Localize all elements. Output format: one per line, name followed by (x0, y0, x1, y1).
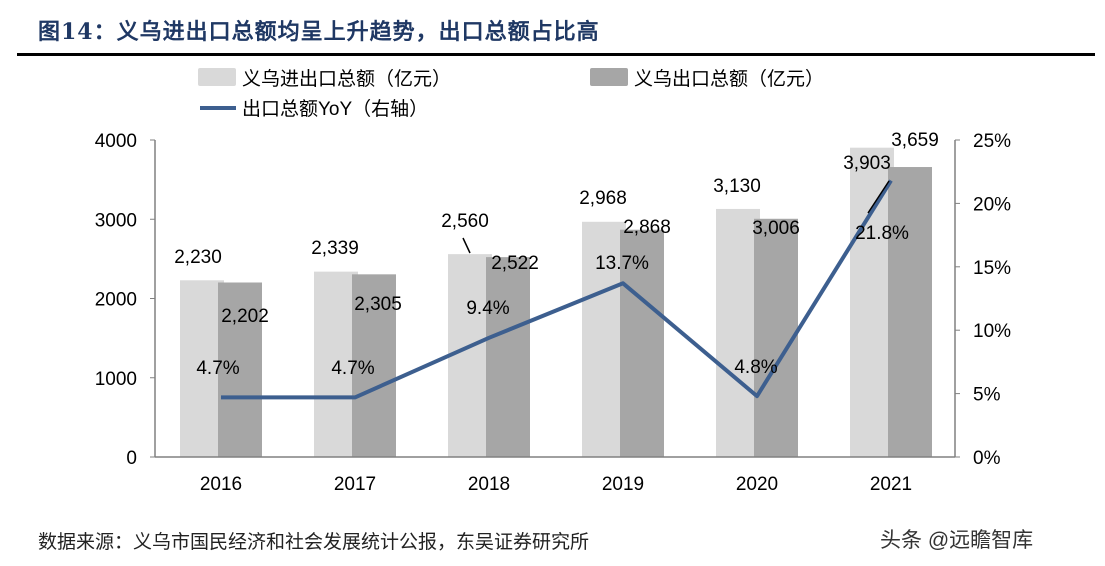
data-label-total: 2,230 (174, 247, 222, 268)
bar-export (754, 218, 798, 457)
legend-swatch-total (198, 68, 236, 86)
data-label-export: 2,202 (221, 306, 269, 327)
left-tick-label: 4000 (95, 131, 137, 152)
bar-export (486, 257, 530, 457)
right-tick-label: 0% (973, 448, 1001, 469)
data-label-yoy: 9.4% (466, 298, 509, 319)
data-label-export: 3,659 (891, 130, 939, 151)
x-tick-label: 2020 (736, 474, 778, 495)
legend-label-export: 义乌出口总额（亿元） (634, 68, 824, 90)
x-tick-label: 2016 (200, 474, 242, 495)
x-tick-label: 2018 (468, 474, 510, 495)
bar-export (620, 229, 664, 457)
legend-swatch-export (590, 68, 628, 86)
data-label-export: 2,522 (491, 253, 539, 274)
bar-total (314, 271, 358, 457)
title-divider (17, 53, 1095, 56)
bar-export (888, 167, 932, 458)
left-tick-label: 2000 (95, 290, 137, 311)
data-label-yoy: 21.8% (855, 223, 909, 244)
yoy-line (221, 179, 893, 400)
x-tick-label: 2017 (334, 474, 376, 495)
bar-total (180, 280, 224, 457)
data-label-total: 2,339 (311, 238, 359, 259)
bar-export (352, 274, 396, 457)
left-tick-label: 3000 (95, 210, 137, 231)
data-label-total: 3,903 (843, 153, 891, 174)
data-label-yoy: 4.8% (734, 357, 777, 378)
data-label-total: 3,130 (713, 176, 761, 197)
chart-title: 图14：义乌进出口总额均呈上升趋势，出口总额占比高 (38, 19, 600, 45)
bar-total (582, 221, 626, 457)
right-tick-label: 5% (973, 385, 1001, 406)
watermark: 头条 @远瞻智库 (880, 529, 1034, 552)
data-label-export: 3,006 (752, 218, 800, 239)
data-label-total: 2,560 (441, 211, 489, 232)
leader-line (867, 180, 890, 214)
right-tick-label: 10% (973, 321, 1011, 342)
data-label-yoy: 4.7% (196, 358, 239, 379)
left-tick-label: 0 (126, 448, 137, 469)
right-tick-label: 20% (973, 194, 1011, 215)
left-tick-label: 1000 (95, 369, 137, 390)
data-label-yoy: 4.7% (331, 358, 374, 379)
data-label-export: 2,305 (354, 294, 402, 315)
x-tick-label: 2019 (602, 474, 644, 495)
bar-total (716, 208, 760, 457)
x-tick-label: 2021 (870, 474, 912, 495)
data-label-export: 2,868 (623, 217, 671, 238)
leader-line (462, 237, 471, 254)
source-note: 数据来源：义乌市国民经济和社会发展统计公报，东吴证券研究所 (38, 531, 590, 553)
data-label-total: 2,968 (579, 188, 627, 209)
legend-label-yoy: 出口总额YoY（右轴） (242, 98, 428, 120)
bar-export (218, 282, 262, 457)
data-label-yoy: 13.7% (595, 253, 649, 274)
bar-total (448, 254, 492, 457)
right-tick-label: 15% (973, 258, 1011, 279)
bar-total (850, 147, 894, 457)
legend-label-total: 义乌进出口总额（亿元） (242, 68, 451, 90)
right-tick-label: 25% (973, 131, 1011, 152)
